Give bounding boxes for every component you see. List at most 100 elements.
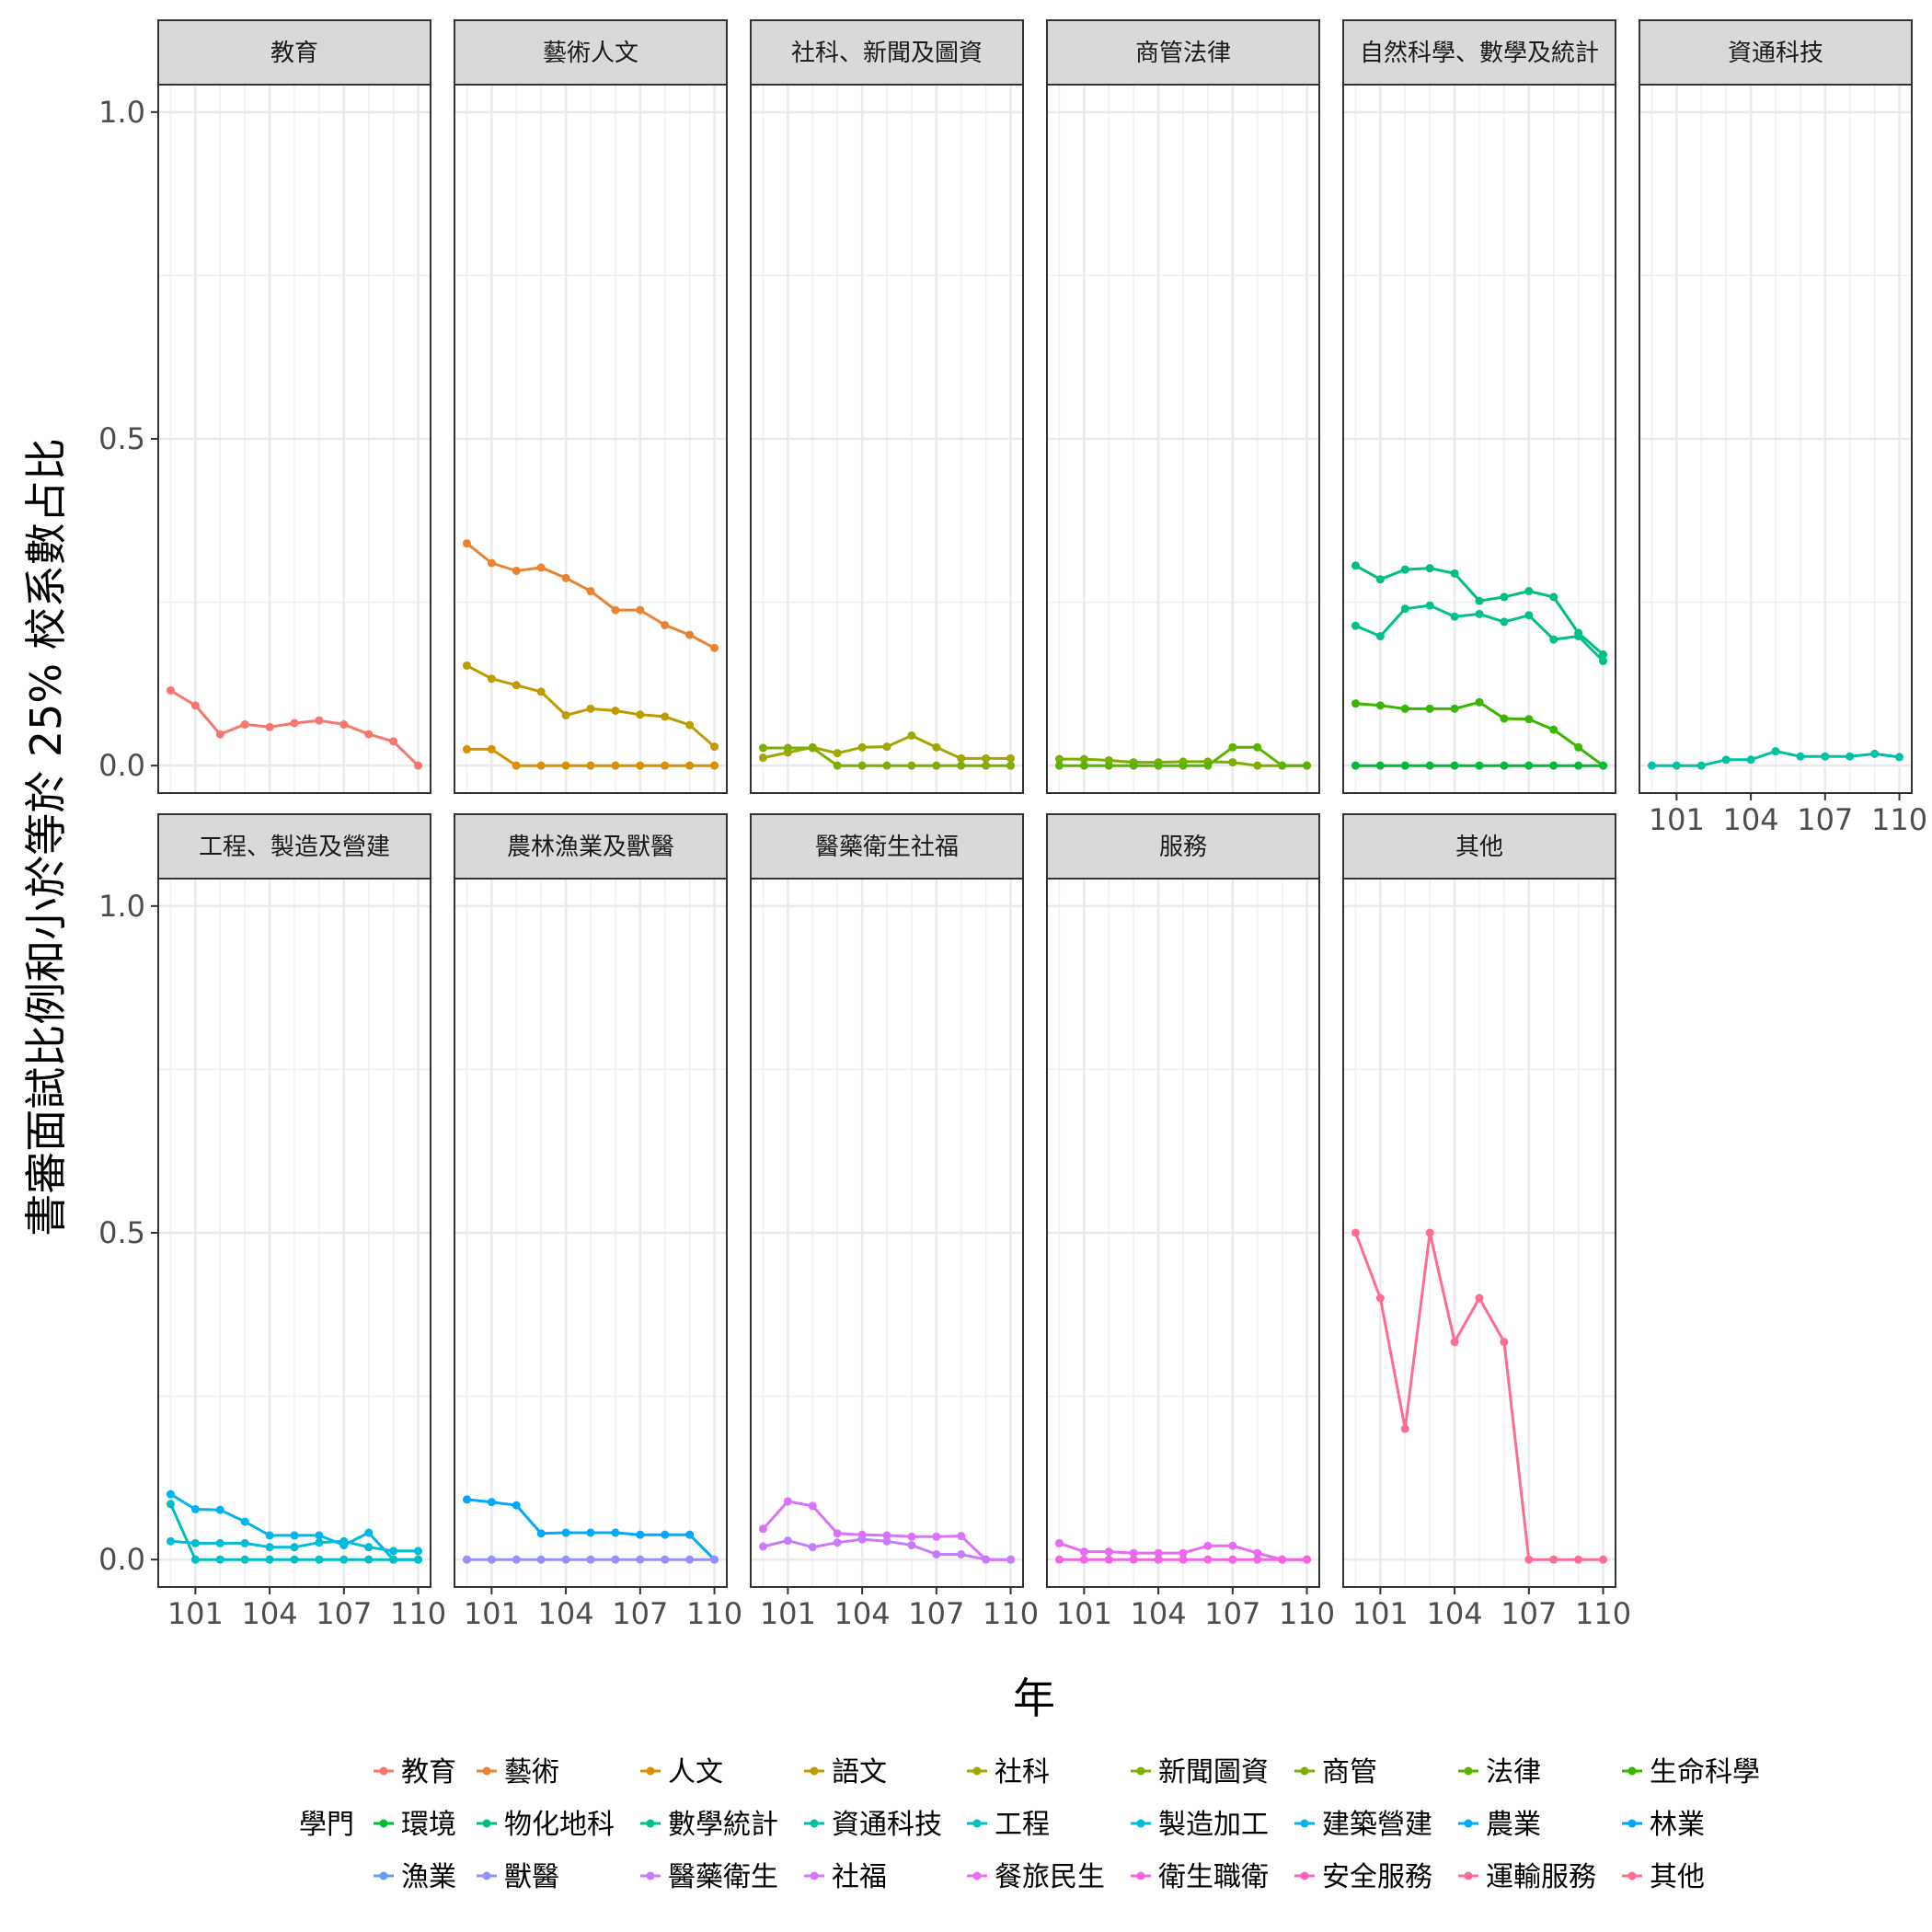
data-point [1524,761,1534,770]
data-point [1425,564,1434,573]
legend-key-point [972,1871,982,1880]
legend-item: 獸醫 [477,1861,559,1893]
x-tick-label: 104 [1723,802,1779,837]
legend-item: 藝術 [477,1756,559,1788]
x-tick-label: 110 [686,1596,742,1631]
data-point [1672,761,1681,770]
data-point [1425,704,1434,713]
legend-item: 餐旅民生 [967,1861,1105,1893]
data-point [536,1529,546,1538]
legend-key-point [379,1871,388,1880]
data-point [1475,1294,1484,1303]
facet-strip [157,19,431,86]
data-point [1771,747,1780,756]
data-point [1821,752,1830,761]
data-point [833,1538,842,1547]
x-tick-label: 107 [316,1596,372,1631]
data-point [932,761,941,770]
legend-label: 安全服務 [1322,1861,1432,1893]
data-point [957,761,966,770]
data-point [1400,704,1409,713]
legend-item: 運輸服務 [1458,1861,1596,1893]
legend-key-point [1300,1766,1309,1776]
data-point [1524,611,1534,620]
facet-strip-label: 工程、製造及營建 [199,834,390,861]
data-point [1500,592,1509,602]
legend-item: 新聞圖資 [1131,1756,1269,1788]
y-tick-label: 1.0 [98,889,145,924]
legend-key-point [810,1766,819,1776]
data-point [932,1532,941,1541]
data-point [1203,761,1213,770]
legend-item: 漁業 [374,1861,456,1893]
data-point [1228,758,1237,767]
x-tick-label: 107 [612,1596,668,1631]
data-point [1054,1555,1064,1564]
data-point [389,737,398,746]
x-tick-label: 101 [464,1596,520,1631]
data-point [1895,753,1904,762]
data-point [512,761,521,770]
legend-label: 農業 [1486,1809,1541,1841]
data-point [882,1536,891,1546]
data-point [1203,1541,1213,1550]
data-point [1303,1555,1312,1564]
data-point [586,1555,595,1564]
legend-key-point [1464,1819,1473,1828]
legend-item: 環境 [374,1809,456,1841]
data-point [414,1547,423,1556]
data-point [364,1555,374,1564]
data-point [1179,1548,1188,1558]
data-point [1450,704,1459,713]
facet-strip-label: 服務 [1159,834,1207,861]
legend-label: 資通科技 [832,1809,942,1841]
data-point [1870,749,1880,758]
data-point [166,685,175,695]
x-tick-label: 104 [834,1596,891,1631]
data-point [907,1532,916,1541]
legend-label: 社科 [995,1756,1050,1788]
data-point [1179,1555,1188,1564]
legend-item: 資通科技 [804,1809,942,1841]
facet-strip-label: 教育 [270,40,318,67]
data-point [1154,1555,1163,1564]
data-point [536,563,546,572]
legend-item: 語文 [804,1756,887,1788]
data-point [758,1542,767,1551]
legend-label: 製造加工 [1158,1809,1269,1841]
y-tick-label: 1.0 [98,95,145,130]
data-point [611,605,620,615]
data-point [1054,1538,1064,1547]
facet-strip [750,813,1024,880]
legend-item: 衛生職衛 [1131,1861,1269,1893]
legend-label: 藝術 [504,1756,559,1788]
data-point [758,753,767,763]
data-point [512,681,521,690]
data-point [932,1549,941,1558]
legend-label: 教育 [401,1756,456,1788]
x-tick-label: 104 [1131,1596,1187,1631]
data-point [315,1555,324,1564]
data-point [636,1530,645,1539]
legend-item: 林業 [1622,1809,1705,1841]
legend-item: 物化地科 [477,1809,615,1841]
data-point [710,1555,719,1564]
y-tick-label: 0.5 [98,1215,145,1250]
data-point [1351,621,1360,630]
data-point [907,730,916,740]
data-point [1006,1555,1016,1564]
data-point [982,753,991,763]
data-point [215,730,224,739]
legend-key-point [1627,1819,1637,1828]
legend-key-point [646,1819,655,1828]
legend-item: 商管 [1294,1756,1377,1788]
panel-border [1342,878,1616,1588]
legend-key-point [482,1871,491,1880]
legend-item: 農業 [1458,1809,1541,1841]
data-point [1079,754,1088,764]
legend-key-point [1300,1871,1309,1880]
data-point [957,1549,966,1558]
legend-label: 法律 [1486,1756,1541,1788]
data-point [710,761,719,770]
data-point [462,1555,471,1564]
